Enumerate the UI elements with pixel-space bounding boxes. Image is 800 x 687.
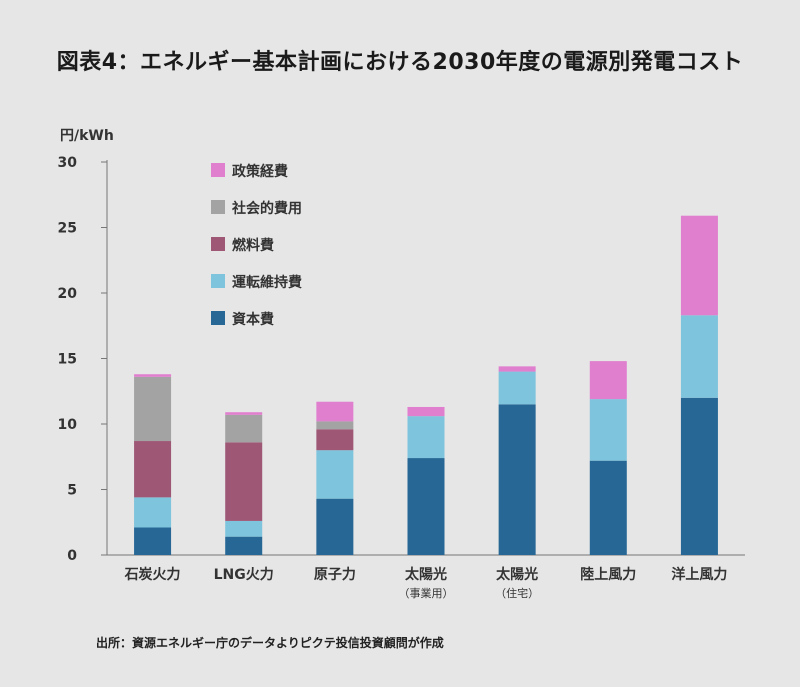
bar-segment <box>225 414 263 443</box>
bar-segment <box>680 315 718 398</box>
x-tick-label: 原子力 <box>314 566 356 583</box>
bar-segment <box>498 366 536 372</box>
bar-segment <box>134 527 172 555</box>
bar-segment <box>498 404 536 555</box>
bar-segment <box>134 497 172 528</box>
bar-segment <box>225 412 263 415</box>
bar-segment <box>407 458 445 555</box>
y-axis-label: 円/kWh <box>60 128 114 144</box>
y-tick-label: 25 <box>58 221 77 237</box>
bar-segment <box>316 421 354 430</box>
legend-swatch <box>211 274 225 288</box>
x-tick-label: 洋上風力 <box>671 566 727 583</box>
bar-segment <box>316 498 354 555</box>
bar-segment <box>407 406 445 417</box>
legend-label: 政策経費 <box>232 163 288 180</box>
bar-segment <box>225 536 263 555</box>
bar-segment <box>498 371 536 405</box>
bar-segment <box>589 460 627 555</box>
bar-segment <box>134 376 172 442</box>
y-tick-label: 0 <box>67 548 77 564</box>
x-tick-label: LNG火力 <box>214 566 274 583</box>
x-tick-label: 太陽光 <box>496 566 538 583</box>
bar-segment <box>134 441 172 498</box>
bar-segment <box>316 429 354 451</box>
bar-segment <box>680 215 718 316</box>
legend-swatch <box>211 237 225 251</box>
legend-label: 社会的費用 <box>231 200 302 217</box>
bar-segment <box>680 397 718 555</box>
x-tick-sublabel: （住宅） <box>495 586 539 600</box>
y-tick-label: 20 <box>58 286 78 302</box>
chart-title: 図表4：エネルギー基本計画における2030年度の電源別発電コスト <box>56 50 744 75</box>
legend-label: 燃料費 <box>232 237 274 254</box>
bar-segment <box>407 416 445 459</box>
bar-segment <box>316 450 354 499</box>
y-tick-label: 5 <box>67 483 77 499</box>
legend-swatch <box>211 200 225 214</box>
legend-swatch <box>211 163 225 177</box>
legend-swatch <box>211 311 225 325</box>
bar-segment <box>316 401 354 422</box>
x-tick-label: 石炭火力 <box>124 566 181 583</box>
y-tick-label: 15 <box>58 352 77 368</box>
bar-segment <box>225 442 263 521</box>
bars <box>134 215 718 555</box>
bar-segment <box>134 374 172 377</box>
source-note: 出所：資源エネルギー庁のデータよりピクテ投信投資顧問が作成 <box>96 636 444 650</box>
x-tick-label: 太陽光 <box>405 566 447 583</box>
x-tick-sublabel: （事業用） <box>399 587 454 600</box>
y-tick-label: 10 <box>58 417 78 433</box>
legend-label: 資本費 <box>232 311 274 328</box>
x-axis: 石炭火力 LNG火力 原子力 太陽光 （事業用） 太陽光 （住宅） 陸上風力 洋上風力 <box>107 554 745 600</box>
bar-segment <box>589 361 627 400</box>
bar-segment <box>589 399 627 461</box>
y-axis: 0 5 10 15 20 25 30 <box>58 155 108 564</box>
y-tick-label: 30 <box>58 155 78 171</box>
legend-label: 運転維持費 <box>232 274 302 291</box>
bar-segment <box>225 520 263 537</box>
x-tick-label: 陸上風力 <box>580 566 636 583</box>
